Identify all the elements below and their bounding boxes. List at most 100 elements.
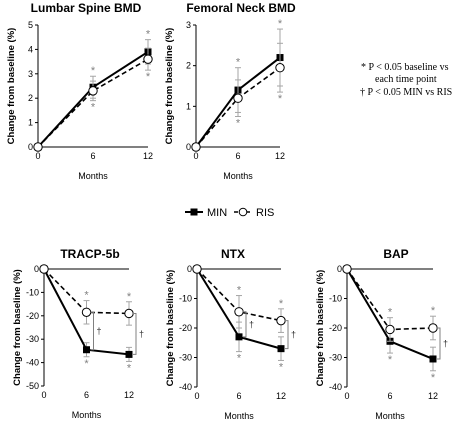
data-point-ris — [143, 54, 153, 64]
data-point-ris — [276, 315, 286, 326]
legend-min-label: MIN — [207, 207, 227, 219]
y-tick-label: -10 — [329, 294, 342, 304]
data-point-min — [83, 346, 90, 354]
x-axis-label: Months — [224, 411, 254, 421]
data-point-min — [125, 350, 133, 358]
y-tick-label: -50 — [26, 381, 39, 391]
data-point-ris — [33, 142, 43, 152]
legend-ris-marker — [238, 207, 248, 217]
y-tick-label: 4 — [28, 44, 33, 54]
x-tick-label: 6 — [236, 391, 241, 401]
x-tick-label: 6 — [387, 391, 392, 401]
y-tick-label: 2 — [28, 93, 33, 103]
x-axis-label: Months — [223, 171, 253, 181]
y-tick-label: 1 — [28, 118, 33, 128]
significance-star: * — [237, 285, 242, 297]
significance-star: * — [84, 290, 89, 302]
significance-star: * — [431, 305, 436, 317]
y-tick-label: 1 — [186, 101, 191, 111]
dagger-bracket — [285, 320, 289, 350]
significance-star: * — [237, 353, 242, 365]
x-axis-label: Months — [72, 410, 102, 420]
y-tick-label: -20 — [329, 323, 342, 333]
y-axis-label: Change from baseline (%) — [6, 28, 17, 145]
significance-note: * P < 0.05 baseline vs each time point †… — [360, 62, 452, 98]
x-tick-label: 12 — [275, 151, 285, 161]
y-tick-label: -40 — [179, 382, 192, 392]
chart-title: BAP — [383, 247, 408, 261]
significance-star: * — [388, 307, 393, 319]
dagger-bracket — [437, 327, 441, 360]
x-tick-label: 0 — [193, 151, 198, 161]
significance-star: * — [91, 65, 96, 77]
dagger-mark: † — [443, 338, 448, 348]
data-point-ris — [81, 307, 92, 317]
dagger-mark: † — [249, 319, 254, 329]
y-tick-label: 3 — [28, 69, 33, 79]
dagger-mark: † — [139, 329, 144, 339]
y-tick-label: 0 — [337, 264, 342, 274]
significance-star: * — [431, 372, 436, 384]
data-point-ris — [88, 86, 98, 96]
x-axis-label: Months — [78, 171, 108, 181]
y-tick-label: 0 — [34, 264, 39, 274]
significance-star: * — [127, 362, 132, 374]
data-point-ris — [342, 264, 352, 274]
legend-ris-label: RIS — [256, 207, 274, 219]
x-tick-label: 12 — [428, 391, 438, 401]
y-tick-label: 5 — [28, 20, 33, 30]
dagger-bracket — [243, 311, 247, 338]
x-tick-label: 0 — [194, 391, 199, 401]
series-line-ris — [37, 58, 149, 148]
significance-star: * — [236, 118, 241, 130]
significance-star: * — [279, 298, 284, 310]
y-tick-label: 2 — [186, 61, 191, 71]
note-line-2: each time point — [375, 74, 437, 85]
y-tick-label: -40 — [329, 382, 342, 392]
x-tick-label: 0 — [41, 390, 46, 400]
significance-star: * — [388, 354, 393, 366]
significance-star: * — [278, 18, 283, 30]
data-point-ris — [39, 264, 49, 274]
legend-min-marker — [190, 208, 198, 216]
x-tick-label: 0 — [344, 391, 349, 401]
y-tick-label: -20 — [179, 323, 192, 333]
y-tick-label: -40 — [26, 358, 39, 368]
chart-title: NTX — [221, 247, 245, 261]
significance-star: * — [146, 29, 151, 41]
y-axis-label: Change from baseline (%) — [164, 28, 175, 145]
y-tick-label: -30 — [26, 334, 39, 344]
note-line-3: † P < 0.05 MIN vs RIS — [360, 87, 452, 98]
chart-title: TRACP-5b — [60, 247, 119, 261]
chart-title: Lumbar Spine BMD — [31, 1, 142, 15]
dagger-bracket — [133, 312, 137, 355]
x-tick-label: 12 — [124, 390, 134, 400]
x-tick-label: 12 — [143, 151, 153, 161]
x-tick-label: 6 — [235, 151, 240, 161]
data-point-min — [277, 345, 285, 353]
data-point-ris — [191, 142, 201, 152]
chart-title: Femoral Neck BMD — [186, 1, 296, 15]
x-tick-label: 12 — [276, 391, 286, 401]
data-point-min — [235, 333, 243, 341]
data-point-ris — [234, 307, 244, 317]
data-point-ris — [428, 323, 438, 333]
data-point-ris — [275, 62, 285, 73]
significance-star: * — [91, 102, 96, 114]
y-tick-label: -10 — [179, 294, 192, 304]
y-tick-label: -20 — [26, 311, 39, 321]
data-point-ris — [385, 324, 395, 335]
significance-star: * — [236, 57, 241, 69]
dagger-mark: † — [97, 326, 102, 336]
y-tick-label: -30 — [329, 353, 342, 363]
legend: MIN RIS — [185, 207, 274, 219]
y-tick-label: 0 — [28, 142, 33, 152]
y-tick-label: 0 — [187, 264, 192, 274]
data-point-ris — [233, 93, 243, 103]
y-tick-label: -10 — [26, 287, 39, 297]
y-tick-label: -30 — [179, 353, 192, 363]
significance-star: * — [146, 71, 151, 83]
